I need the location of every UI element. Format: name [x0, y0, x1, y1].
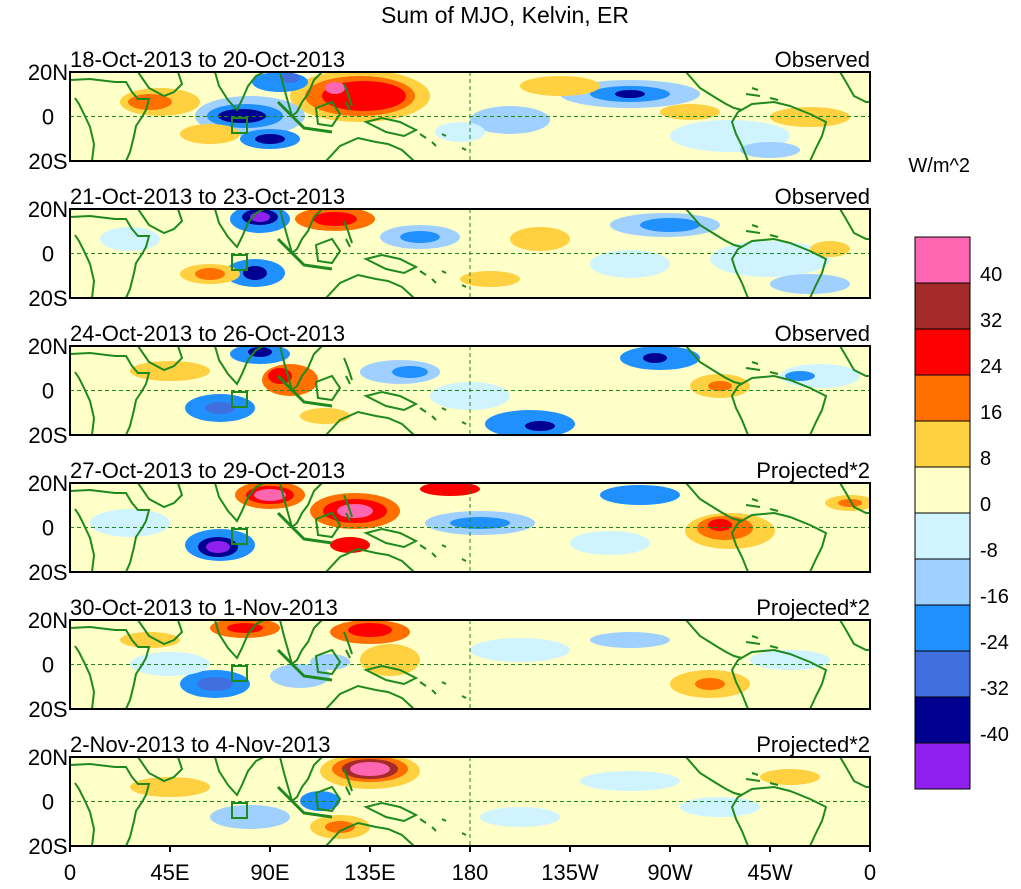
colorbar-box [914, 374, 971, 422]
y-tick-label: 0 [42, 790, 54, 815]
panel-date: 21-Oct-2013 to 23-Oct-2013 [70, 184, 345, 209]
colorbar-box [914, 512, 971, 560]
colorbar-box [914, 328, 971, 376]
panel: 27-Oct-2013 to 29-Oct-2013 Projected*2 [69, 458, 871, 573]
y-tick-label: 0 [42, 105, 54, 130]
x-tick-label: 135E [344, 860, 395, 885]
colorbar-box [914, 236, 971, 284]
panel-type: Observed [775, 321, 870, 346]
y-tick-label: 20N [28, 334, 68, 359]
x-tick-label: 135W [541, 860, 599, 885]
x-tick-label: 0 [64, 860, 76, 885]
colorbar-box [914, 604, 971, 652]
y-tick-label: 20N [28, 60, 68, 85]
x-tick-label: 0 [864, 860, 876, 885]
y-tick-label: 20S [28, 560, 67, 585]
x-tick-label: 90E [250, 860, 289, 885]
y-tick-label: 20N [28, 745, 68, 770]
x-axis: 0 45E 90E 135E 180 135W 90W 45W 0 [64, 846, 876, 885]
colorbar-units: W/m^2 [908, 155, 970, 177]
panel-date: 18-Oct-2013 to 20-Oct-2013 [70, 47, 345, 72]
y-tick-label: 20N [28, 471, 68, 496]
panel-date: 27-Oct-2013 to 29-Oct-2013 [70, 458, 345, 483]
y-tick-label: 20S [28, 697, 67, 722]
colorbar-label: 24 [980, 356, 1002, 378]
panel: 18-Oct-2013 to 20-Oct-2013 Observed [69, 47, 871, 162]
panel: 2-Nov-2013 to 4-Nov-2013 Projected*2 [69, 732, 871, 847]
colorbar-label: 32 [980, 310, 1002, 332]
colorbar-label: -40 [980, 724, 1009, 746]
colorbar-box [914, 420, 971, 468]
colorbar-box [914, 696, 971, 744]
y-tick-label: 20N [28, 608, 68, 633]
y-tick-label: 0 [42, 379, 54, 404]
y-tick-label: 20S [28, 149, 67, 174]
x-tick-label: 90W [647, 860, 692, 885]
panel: 30-Oct-2013 to 1-Nov-2013 Projected*2 [69, 595, 871, 710]
colorbar-label: -16 [980, 586, 1009, 608]
colorbar-label: 40 [980, 264, 1002, 286]
panel: 21-Oct-2013 to 23-Oct-2013 Observed [69, 184, 871, 299]
colorbar-box [914, 466, 971, 514]
panel: 24-Oct-2013 to 26-Oct-2013 Observed [69, 321, 871, 436]
colorbar-label: -8 [980, 540, 998, 562]
colorbar-label: 0 [980, 494, 991, 516]
panel-date: 24-Oct-2013 to 26-Oct-2013 [70, 321, 345, 346]
panel-type: Projected*2 [756, 458, 870, 483]
panel-date: 2-Nov-2013 to 4-Nov-2013 [70, 732, 330, 757]
panel-date: 30-Oct-2013 to 1-Nov-2013 [70, 595, 338, 620]
panel-type: Observed [775, 47, 870, 72]
contour-field [70, 483, 870, 572]
y-tick-label: 20S [28, 834, 67, 859]
colorbar: W/m^2 40 32 24 16 8 0 -8 -16 -24 -32 -40 [908, 155, 1009, 790]
y-tick-label: 0 [42, 653, 54, 678]
colorbar-box [914, 558, 971, 606]
panel-type: Observed [775, 184, 870, 209]
y-axis-labels: 20N 0 20S 20N 0 20S 20N 0 20S 20N 0 20S 20N 0 20S 20N 0 2… [28, 60, 68, 859]
colorbar-label: -32 [980, 678, 1009, 700]
x-tick-label: 45W [747, 860, 792, 885]
figure-title: Sum of MJO, Kelvin, ER [381, 2, 629, 28]
y-tick-label: 20S [28, 423, 67, 448]
y-tick-label: 20N [28, 197, 68, 222]
colorbar-label: 16 [980, 402, 1002, 424]
y-tick-label: 0 [42, 242, 54, 267]
colorbar-box [914, 282, 971, 330]
colorbar-label: 8 [980, 448, 991, 470]
y-tick-label: 20S [28, 286, 67, 311]
colorbar-label: -24 [980, 632, 1009, 654]
colorbar-box [914, 650, 971, 698]
colorbar-box [914, 742, 971, 790]
x-tick-label: 45E [150, 860, 189, 885]
panel-type: Projected*2 [756, 732, 870, 757]
panel-type: Projected*2 [756, 595, 870, 620]
y-tick-label: 0 [42, 516, 54, 541]
x-tick-label: 180 [452, 860, 489, 885]
